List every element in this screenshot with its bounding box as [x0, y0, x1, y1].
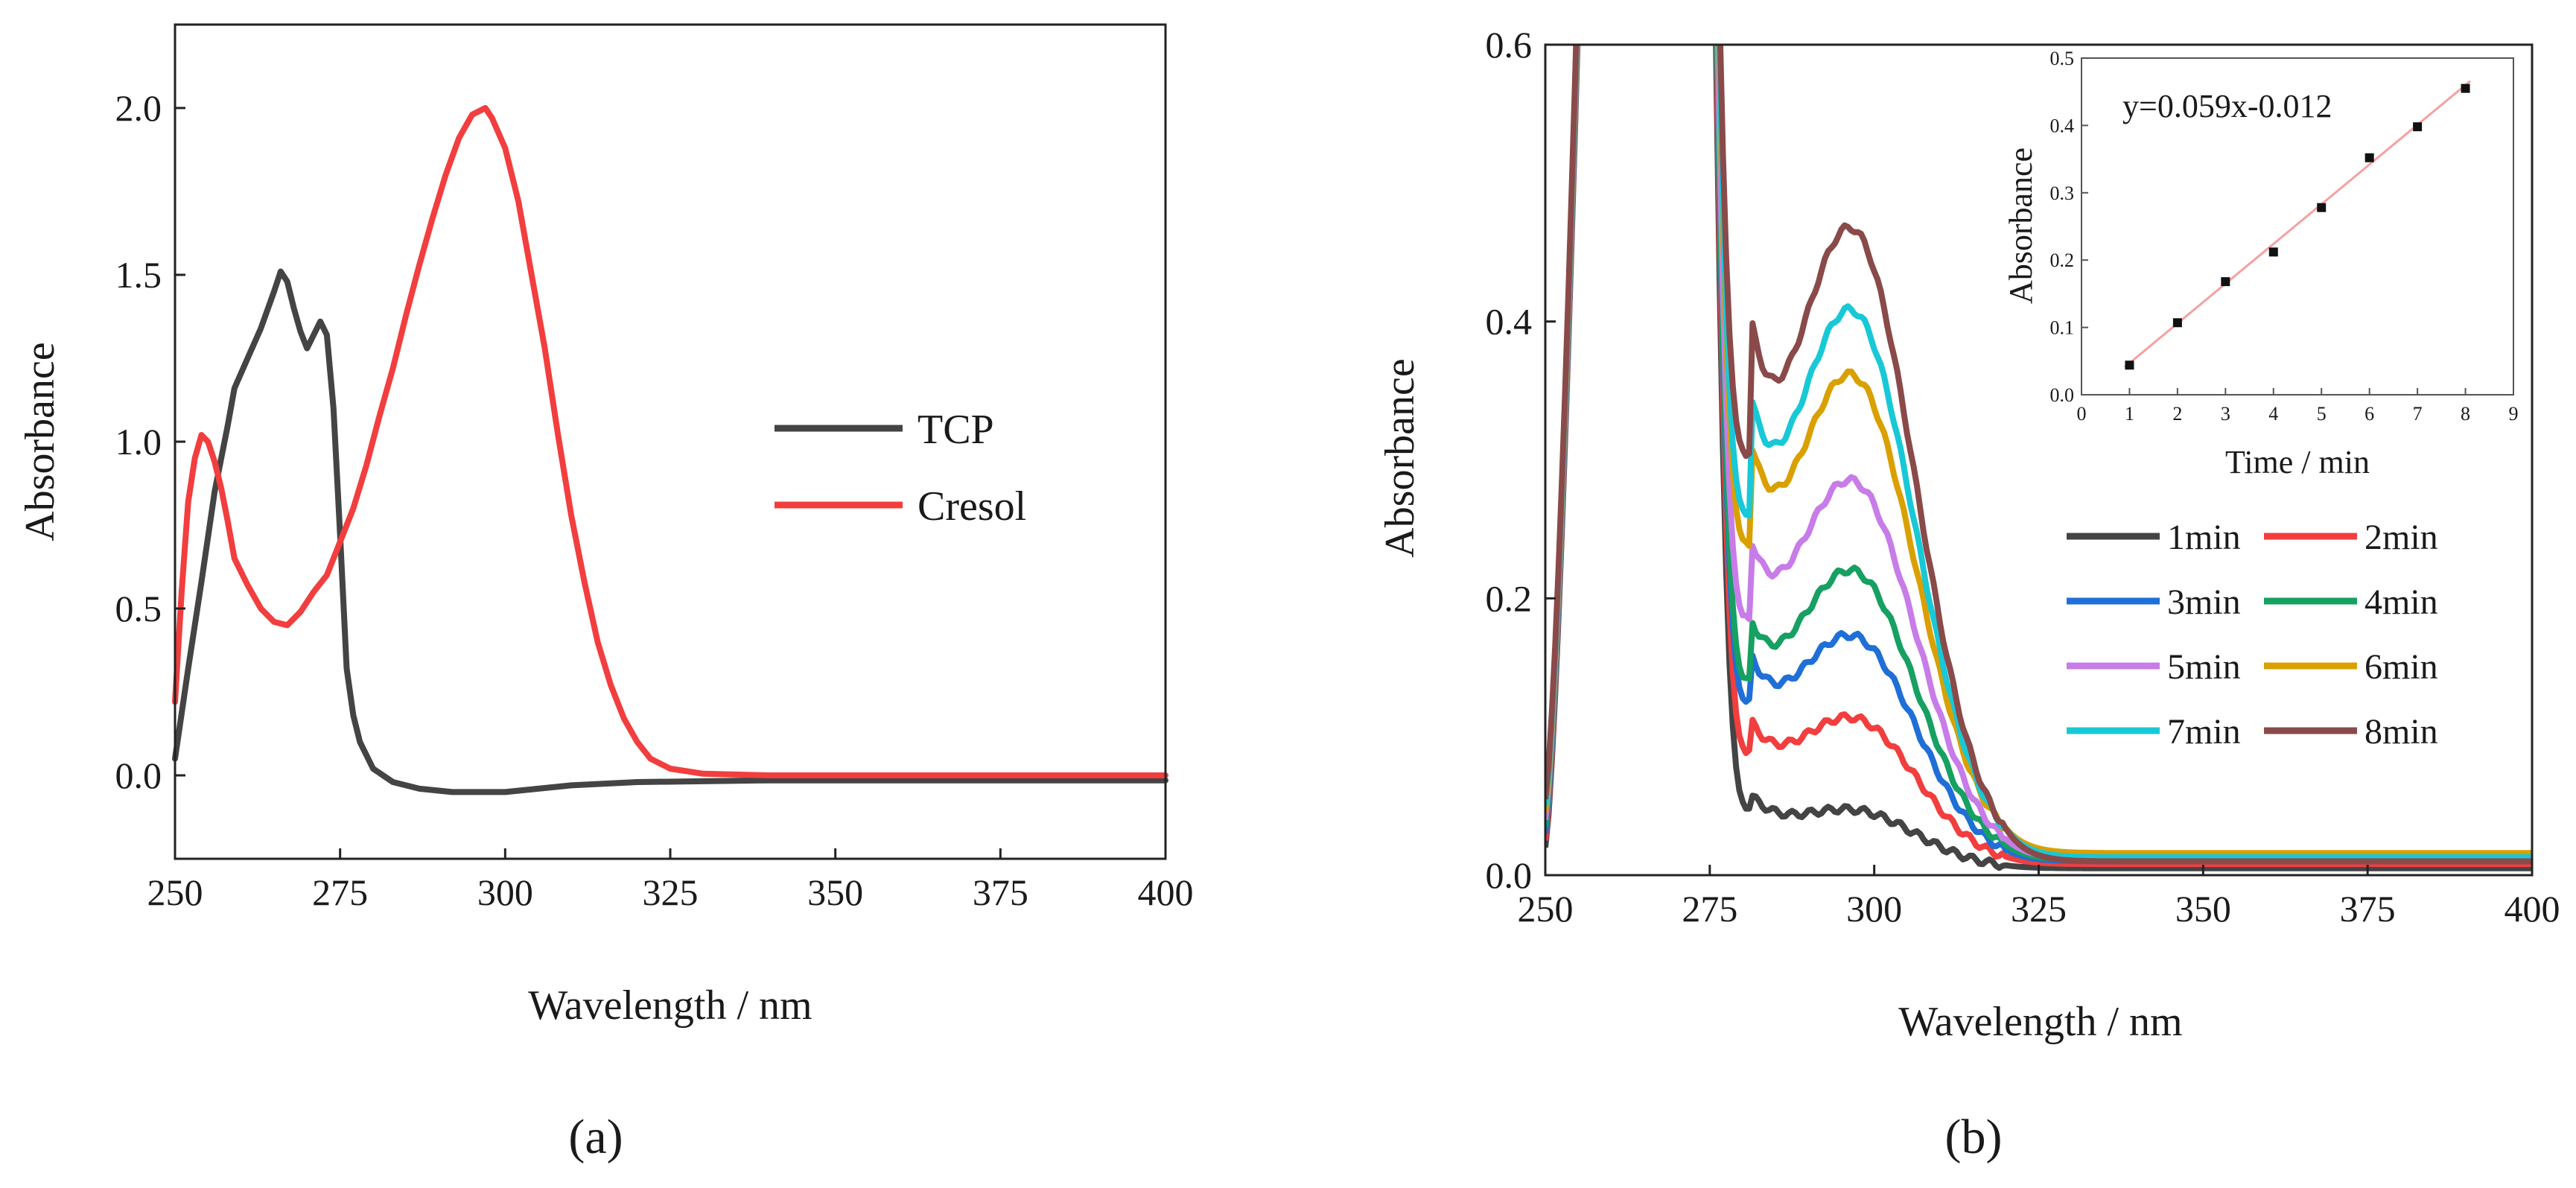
- b-y-tick-label: 0.4: [1486, 301, 1533, 343]
- b-x-tick-label: 250: [1518, 888, 1574, 930]
- b-x-axis-label: Wavelength / nm: [1898, 999, 2182, 1045]
- a-x-axis-label: Wavelength / nm: [528, 982, 812, 1029]
- b-legend-label-3min: 3min: [2167, 582, 2241, 622]
- b-inset-point: [2221, 277, 2230, 287]
- b-inset-x-tick-label: 9: [2509, 403, 2519, 425]
- a-x-ticks: 250 275 300 325 350 375 400: [147, 848, 1194, 913]
- a-plot-area: 250 275 300 325 350 375 400 0.0 0.5 1.0 1.5 2.0: [115, 23, 1194, 913]
- a-x-tick-label: 350: [807, 871, 863, 913]
- a-series-cresol: [172, 105, 1168, 778]
- b-inset: 0 1 2 3 4 5 6 7 8 9 0.0 0.1 0.2 0.3 0.4 0.5 y=0.059x-0…: [2003, 48, 2519, 480]
- b-y-tick-label: 0.2: [1486, 577, 1533, 619]
- a-y-tick-label: 0.0: [115, 755, 162, 796]
- b-inset-y-axis-label: Absorbance: [2003, 147, 2039, 304]
- a-x-tick-label: 325: [643, 871, 699, 913]
- b-inset-x-tick-label: 6: [2364, 403, 2374, 425]
- a-legend-label-cresol: Cresol: [917, 483, 1026, 530]
- a-y-tick-label: 0.5: [115, 588, 162, 629]
- b-inset-point: [2364, 153, 2374, 162]
- b-inset-x-tick-label: 1: [2125, 403, 2134, 425]
- b-x-tick-label: 350: [2175, 888, 2231, 930]
- b-inset-x-tick-label: 7: [2413, 403, 2423, 425]
- b-x-tick-label: 400: [2505, 888, 2560, 930]
- chart-panel-a: 250 275 300 325 350 375 400 0.0 0.5 1.0 1.5 2.0 Wa…: [17, 23, 1194, 1164]
- a-x-tick-label: 275: [312, 871, 368, 913]
- b-inset-y-tick-label: 0.2: [2050, 250, 2075, 271]
- a-x-tick-label: 300: [477, 871, 533, 913]
- b-inset-x-tick-label: 3: [2221, 403, 2230, 425]
- a-x-tick-label: 250: [147, 871, 203, 913]
- b-inset-y-tick-label: 0.3: [2050, 182, 2075, 204]
- b-inset-x-tick-label: 2: [2172, 403, 2182, 425]
- b-inset-point: [2317, 203, 2327, 212]
- b-panel-label: (b): [1945, 1110, 2003, 1164]
- b-inset-y-tick-label: 0.0: [2050, 384, 2075, 406]
- a-panel-label: (a): [568, 1110, 623, 1164]
- b-inset-y-ticks: 0.0 0.1 0.2 0.3 0.4 0.5: [2050, 48, 2088, 406]
- b-inset-point: [2268, 247, 2278, 257]
- b-inset-x-tick-label: 0: [2077, 403, 2087, 425]
- b-series-6min: [1545, 45, 2532, 857]
- a-x-tick-label: 400: [1138, 871, 1194, 913]
- a-curves: [172, 105, 1168, 795]
- b-legend-label-4min: 4min: [2364, 582, 2438, 622]
- b-inset-x-tick-label: 5: [2317, 403, 2327, 425]
- a-series-tcp: [172, 268, 1168, 795]
- b-y-tick-label: 0.0: [1486, 854, 1533, 896]
- b-series-7min: [1545, 45, 2532, 860]
- b-legend-label-6min: 6min: [2364, 647, 2438, 687]
- b-inset-y-tick-label: 0.5: [2050, 48, 2075, 69]
- b-legend-label-7min: 7min: [2167, 712, 2241, 752]
- b-x-tick-label: 375: [2340, 888, 2396, 930]
- chart-panel-b: 250 275 300 325 350 375 400 0.00.20.40.6 Wavel…: [1377, 24, 2560, 1164]
- b-inset-frame: [2081, 57, 2514, 396]
- b-inset-x-axis-label: Time / min: [2225, 444, 2370, 480]
- b-legend-label-5min: 5min: [2167, 647, 2241, 687]
- a-legend: TCP Cresol: [775, 407, 1026, 530]
- a-y-ticks: 0.0 0.5 1.0 1.5 2.0: [115, 87, 185, 796]
- b-inset-fit-line: [2124, 80, 2471, 369]
- a-legend-label-tcp: TCP: [917, 407, 994, 453]
- b-inset-y-tick-label: 0.4: [2050, 115, 2075, 136]
- a-y-tick-label: 1.5: [115, 254, 162, 296]
- b-inset-point: [2461, 83, 2470, 93]
- b-inset-y-tick-label: 0.1: [2050, 317, 2075, 339]
- b-inset-x-tick-label: 4: [2268, 403, 2278, 425]
- b-y-ticks: 0.0 0.2 0.4 0.6: [1486, 24, 1556, 896]
- a-y-tick-label: 1.0: [115, 421, 162, 463]
- a-x-tick-label: 375: [973, 871, 1028, 913]
- b-x-tick-label: 275: [1682, 888, 1737, 930]
- b-inset-point: [2413, 122, 2423, 132]
- b-inset-point: [2172, 318, 2182, 328]
- b-series-8min: [1545, 45, 2532, 865]
- b-inset-plot-area: [2124, 80, 2471, 370]
- b-plot-area: 250 275 300 325 350 375 400 0.00.20.40.6: [1486, 24, 2560, 930]
- b-inset-point: [2125, 360, 2134, 370]
- b-legend-label-2min: 2min: [2364, 518, 2438, 557]
- b-legend-label-1min: 1min: [2167, 518, 2241, 557]
- a-y-axis-label: Absorbance: [17, 342, 63, 541]
- b-inset-x-tick-label: 8: [2461, 403, 2470, 425]
- b-inset-x-ticks: 0 1 2 3 4 5 6 7 8 9: [2077, 388, 2519, 425]
- b-x-ticks: 250 275 300 325 350 375 400: [1518, 865, 2560, 930]
- b-legend: 1min 2min 3min 4min 5min 6min 7min 8min: [2067, 518, 2438, 752]
- b-y-tick-label: 0.6: [1486, 24, 1533, 66]
- b-inset-equation: y=0.059x-0.012: [2122, 88, 2332, 124]
- a-y-tick-label: 2.0: [115, 87, 162, 129]
- b-legend-label-8min: 8min: [2364, 712, 2438, 752]
- b-x-tick-label: 300: [1846, 888, 1902, 930]
- b-inset-background: [2078, 54, 2517, 397]
- b-x-tick-label: 325: [2011, 888, 2067, 930]
- b-y-axis-label: Absorbance: [1377, 358, 1423, 557]
